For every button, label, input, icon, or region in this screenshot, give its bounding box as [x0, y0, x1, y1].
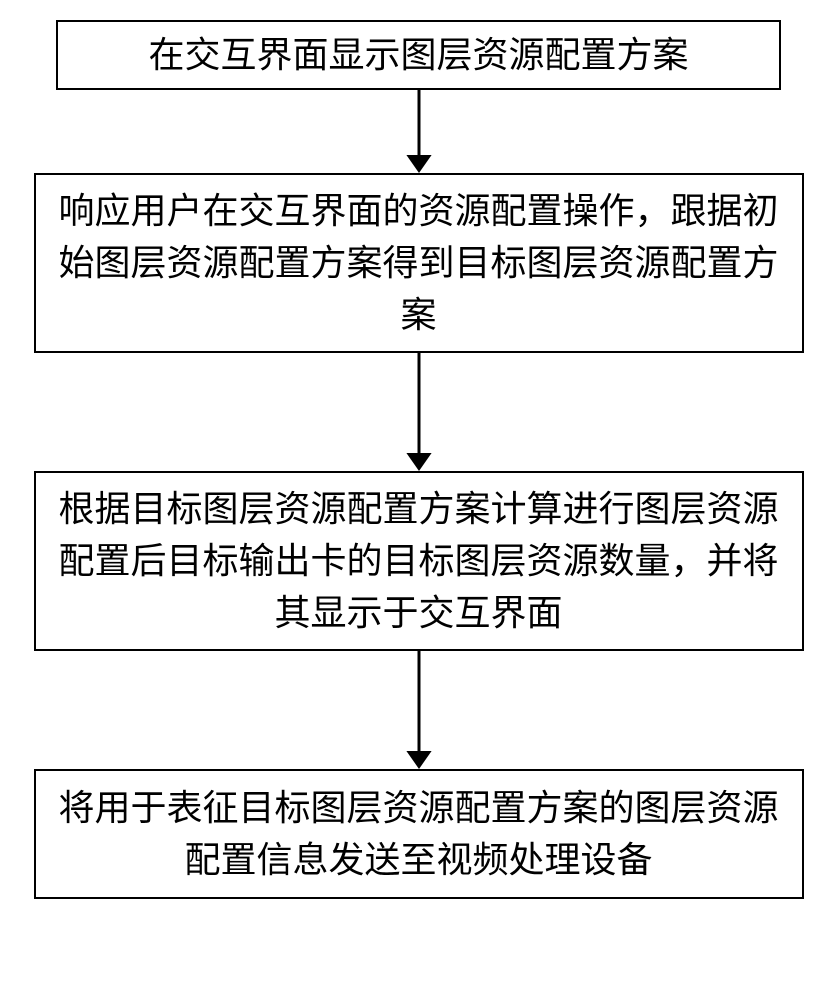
- flow-node-2: 响应用户在交互界面的资源配置操作，跟据初始图层资源配置方案得到目标图层资源配置方…: [34, 173, 804, 353]
- flowchart-container: 在交互界面显示图层资源配置方案 响应用户在交互界面的资源配置操作，跟据初始图层资…: [0, 0, 837, 1000]
- arrow-down-icon: [399, 651, 439, 769]
- flow-node-1-text: 在交互界面显示图层资源配置方案: [148, 29, 688, 81]
- flow-node-4: 将用于表征目标图层资源配置方案的图层资源配置信息发送至视频处理设备: [34, 769, 804, 899]
- arrow-3: [0, 651, 837, 769]
- flow-node-4-text: 将用于表征目标图层资源配置方案的图层资源配置信息发送至视频处理设备: [56, 782, 782, 886]
- arrow-2: [0, 353, 837, 471]
- flow-node-3-text: 根据目标图层资源配置方案计算进行图层资源配置后目标输出卡的目标图层资源数量，并将…: [56, 483, 782, 640]
- flow-node-3: 根据目标图层资源配置方案计算进行图层资源配置后目标输出卡的目标图层资源数量，并将…: [34, 471, 804, 651]
- arrow-1: [0, 90, 837, 173]
- arrow-down-icon: [399, 353, 439, 471]
- flow-node-2-text: 响应用户在交互界面的资源配置操作，跟据初始图层资源配置方案得到目标图层资源配置方…: [56, 185, 782, 342]
- flow-node-1: 在交互界面显示图层资源配置方案: [56, 20, 781, 90]
- arrow-down-icon: [399, 90, 439, 173]
